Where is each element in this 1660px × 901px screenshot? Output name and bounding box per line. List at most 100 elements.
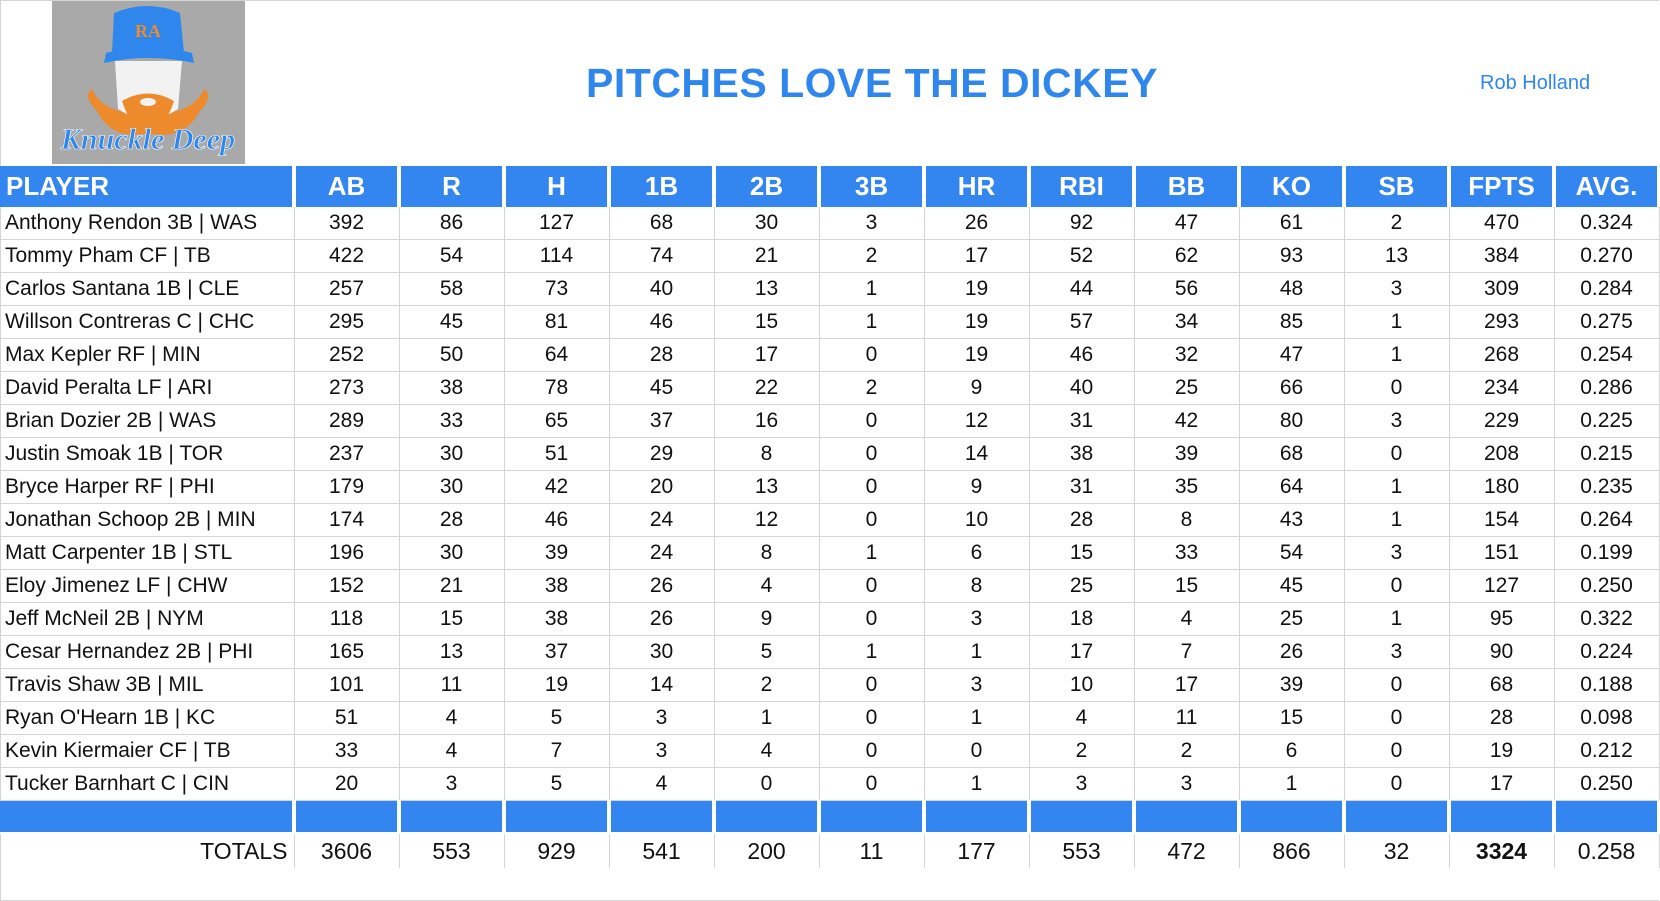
column-header-r[interactable]: R: [399, 166, 506, 207]
stat-cell[interactable]: 21: [399, 569, 505, 603]
stat-cell[interactable]: 8: [714, 536, 820, 570]
stat-cell[interactable]: 0.270: [1554, 239, 1660, 273]
total-cell[interactable]: 3324: [1449, 833, 1555, 868]
column-header-player[interactable]: PLAYER: [0, 166, 296, 207]
stat-cell[interactable]: 151: [1449, 536, 1555, 570]
column-header-bb[interactable]: BB: [1134, 166, 1241, 207]
stat-cell[interactable]: 4: [1134, 602, 1240, 636]
stat-cell[interactable]: 65: [504, 404, 610, 438]
stat-cell[interactable]: 45: [609, 371, 715, 405]
stat-cell[interactable]: 12: [924, 404, 1030, 438]
stat-cell[interactable]: 15: [1134, 569, 1240, 603]
stat-cell[interactable]: 0.225: [1554, 404, 1660, 438]
stat-cell[interactable]: 52: [1029, 239, 1135, 273]
stat-cell[interactable]: 17: [1029, 635, 1135, 669]
stat-cell[interactable]: 1: [1344, 338, 1450, 372]
stat-cell[interactable]: 15: [714, 305, 820, 339]
stat-cell[interactable]: 32: [1134, 338, 1240, 372]
stat-cell[interactable]: 3: [1344, 272, 1450, 306]
stat-cell[interactable]: 1: [819, 272, 925, 306]
player-name-cell[interactable]: Brian Dozier 2B | WAS: [0, 404, 295, 438]
stat-cell[interactable]: 1: [1344, 470, 1450, 504]
stat-cell[interactable]: 90: [1449, 635, 1555, 669]
stat-cell[interactable]: 3: [924, 602, 1030, 636]
stat-cell[interactable]: 26: [609, 602, 715, 636]
stat-cell[interactable]: 3: [609, 701, 715, 735]
stat-cell[interactable]: 6: [1239, 734, 1345, 768]
stat-cell[interactable]: 80: [1239, 404, 1345, 438]
stat-cell[interactable]: 3: [1344, 404, 1450, 438]
stat-cell[interactable]: 196: [294, 536, 400, 570]
stat-cell[interactable]: 1: [924, 767, 1030, 801]
stat-cell[interactable]: 68: [1449, 668, 1555, 702]
stat-cell[interactable]: 21: [714, 239, 820, 273]
stat-cell[interactable]: 46: [609, 305, 715, 339]
stat-cell[interactable]: 46: [1029, 338, 1135, 372]
stat-cell[interactable]: 0: [819, 668, 925, 702]
stat-cell[interactable]: 0: [819, 437, 925, 471]
stat-cell[interactable]: 51: [294, 701, 400, 735]
stat-cell[interactable]: 6: [924, 536, 1030, 570]
column-header-fpts[interactable]: FPTS: [1449, 166, 1556, 207]
stat-cell[interactable]: 9: [924, 371, 1030, 405]
stat-cell[interactable]: 56: [1134, 272, 1240, 306]
stat-cell[interactable]: 28: [1029, 503, 1135, 537]
stat-cell[interactable]: 5: [504, 767, 610, 801]
stat-cell[interactable]: 0: [1344, 437, 1450, 471]
stat-cell[interactable]: 252: [294, 338, 400, 372]
stat-cell[interactable]: 62: [1134, 239, 1240, 273]
stat-cell[interactable]: 1: [1344, 602, 1450, 636]
player-name-cell[interactable]: Eloy Jimenez LF | CHW: [0, 569, 295, 603]
player-name-cell[interactable]: Max Kepler RF | MIN: [0, 338, 295, 372]
stat-cell[interactable]: 43: [1239, 503, 1345, 537]
total-cell[interactable]: 177: [924, 833, 1030, 868]
stat-cell[interactable]: 0: [1344, 371, 1450, 405]
total-cell[interactable]: 553: [1029, 833, 1135, 868]
stat-cell[interactable]: 14: [924, 437, 1030, 471]
stat-cell[interactable]: 64: [504, 338, 610, 372]
stat-cell[interactable]: 28: [609, 338, 715, 372]
column-header-1b[interactable]: 1B: [609, 166, 716, 207]
stat-cell[interactable]: 38: [1029, 437, 1135, 471]
stat-cell[interactable]: 25: [1029, 569, 1135, 603]
stat-cell[interactable]: 3: [924, 668, 1030, 702]
total-cell[interactable]: 200: [714, 833, 820, 868]
column-header-3b[interactable]: 3B: [819, 166, 926, 207]
total-cell[interactable]: 11: [819, 833, 925, 868]
column-header-ko[interactable]: KO: [1239, 166, 1346, 207]
stat-cell[interactable]: 3: [1029, 767, 1135, 801]
stat-cell[interactable]: 14: [609, 668, 715, 702]
stat-cell[interactable]: 40: [1029, 371, 1135, 405]
stat-cell[interactable]: 0.250: [1554, 767, 1660, 801]
stat-cell[interactable]: 17: [714, 338, 820, 372]
player-name-cell[interactable]: Justin Smoak 1B | TOR: [0, 437, 295, 471]
stat-cell[interactable]: 208: [1449, 437, 1555, 471]
stat-cell[interactable]: 17: [924, 239, 1030, 273]
stat-cell[interactable]: 268: [1449, 338, 1555, 372]
stat-cell[interactable]: 0: [819, 602, 925, 636]
stat-cell[interactable]: 11: [399, 668, 505, 702]
stat-cell[interactable]: 13: [714, 272, 820, 306]
stat-cell[interactable]: 0.188: [1554, 668, 1660, 702]
column-header-ab[interactable]: AB: [294, 166, 401, 207]
total-cell[interactable]: 866: [1239, 833, 1345, 868]
stat-cell[interactable]: 8: [1134, 503, 1240, 537]
stat-cell[interactable]: 66: [1239, 371, 1345, 405]
stat-cell[interactable]: 7: [1134, 635, 1240, 669]
stat-cell[interactable]: 289: [294, 404, 400, 438]
stat-cell[interactable]: 45: [1239, 569, 1345, 603]
stat-cell[interactable]: 0.286: [1554, 371, 1660, 405]
stat-cell[interactable]: 154: [1449, 503, 1555, 537]
stat-cell[interactable]: 4: [609, 767, 715, 801]
stat-cell[interactable]: 0: [1344, 668, 1450, 702]
stat-cell[interactable]: 68: [609, 207, 715, 240]
stat-cell[interactable]: 46: [504, 503, 610, 537]
stat-cell[interactable]: 422: [294, 239, 400, 273]
stat-cell[interactable]: 25: [1239, 602, 1345, 636]
column-header-sb[interactable]: SB: [1344, 166, 1451, 207]
stat-cell[interactable]: 30: [714, 207, 820, 240]
stat-cell[interactable]: 470: [1449, 207, 1555, 240]
stat-cell[interactable]: 1: [819, 536, 925, 570]
stat-cell[interactable]: 179: [294, 470, 400, 504]
player-name-cell[interactable]: Kevin Kiermaier CF | TB: [0, 734, 295, 768]
